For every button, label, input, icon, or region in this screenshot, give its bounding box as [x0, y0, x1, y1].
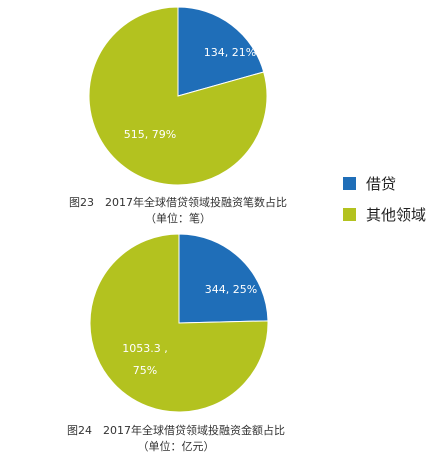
pie-1-slice-lending — [177, 6, 265, 97]
legend-label-other: 其他领域 — [366, 206, 426, 224]
pie-1-data-label-lending-1: 134, 21% — [204, 46, 256, 59]
pie-1-data-label-other-1: 515, 79% — [124, 128, 176, 141]
pie-chart-1: 134, 21%515, 79% 图23 2017年全球借贷领域投融资笔数占比 … — [69, 6, 287, 225]
pie-2-data-label-lending-1: 344, 25% — [205, 283, 257, 296]
chart-2-caption-unit: （单位：亿元） — [138, 439, 215, 453]
pie-2-data-label-other-1: 1053.3 , — [122, 342, 167, 355]
chart-1-caption-unit: （单位：笔） — [145, 211, 211, 225]
legend-swatch-lending — [343, 177, 356, 190]
legend-item-other: 其他领域 — [343, 206, 426, 224]
legend: 借贷 其他领域 — [343, 175, 426, 224]
pie-2-data-label-other-2: 75% — [133, 364, 157, 377]
chart-2-caption-title: 图24 2017年全球借贷领域投融资金额占比 — [67, 423, 285, 437]
chart-1-caption-title: 图23 2017年全球借贷领域投融资笔数占比 — [69, 195, 287, 209]
legend-label-lending: 借贷 — [366, 175, 396, 193]
legend-item-lending: 借贷 — [343, 175, 396, 193]
pie-2-slice-other — [89, 233, 269, 413]
pie-2-labels: 344, 25% 1053.3 , 75% — [122, 283, 257, 377]
pie-1-slice-other — [88, 6, 268, 186]
pie-1-labels: 134, 21% 515, 79% — [124, 46, 256, 141]
pie-chart-2: 344, 25% 1053.3 , 75% 图24 2017年全球借贷领域投融资金额… — [67, 233, 285, 453]
pie-2-slice-lending — [178, 233, 269, 324]
pie-2-slices — [89, 233, 269, 413]
legend-swatch-other — [343, 208, 356, 221]
pie-1-slices — [88, 6, 268, 186]
